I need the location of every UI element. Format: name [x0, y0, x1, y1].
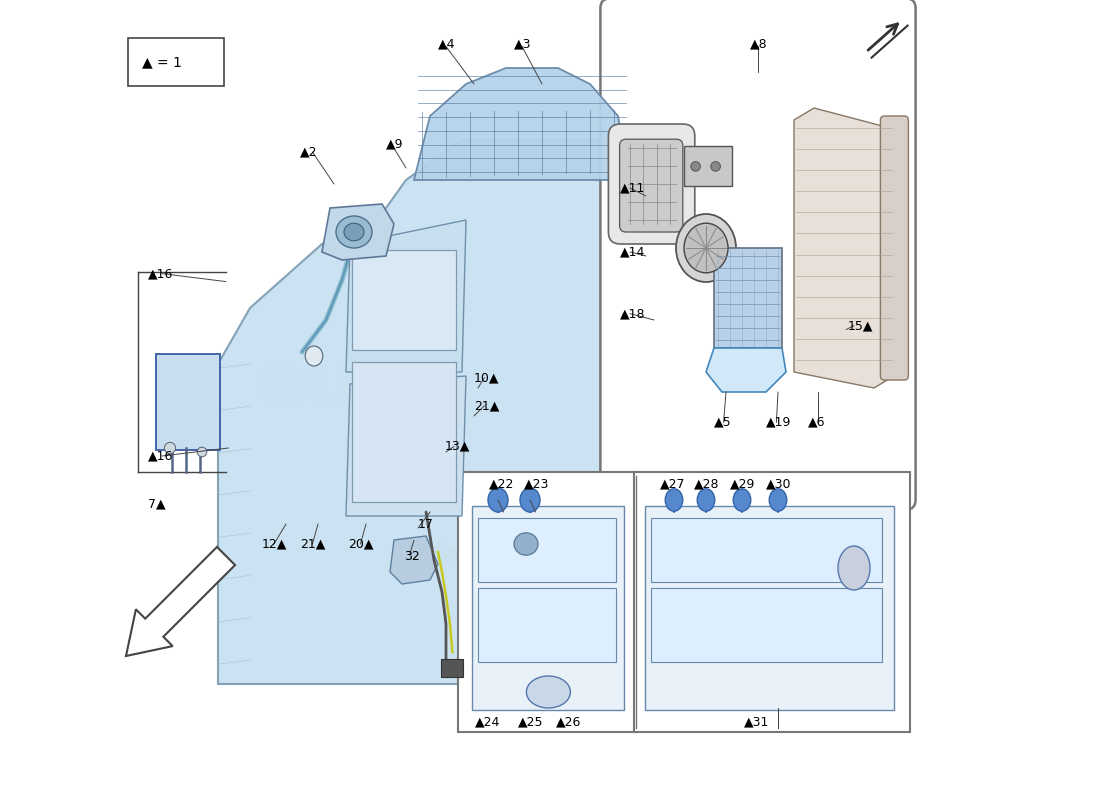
Text: ▲ = 1: ▲ = 1 — [142, 55, 182, 70]
Text: ▲9: ▲9 — [386, 138, 404, 150]
Ellipse shape — [344, 223, 364, 241]
FancyBboxPatch shape — [478, 588, 616, 662]
FancyArrow shape — [126, 547, 235, 656]
Polygon shape — [602, 316, 638, 684]
Polygon shape — [390, 536, 438, 584]
Text: 10▲: 10▲ — [474, 371, 499, 384]
FancyBboxPatch shape — [472, 506, 625, 710]
Text: ▲22: ▲22 — [490, 478, 515, 490]
FancyBboxPatch shape — [684, 146, 732, 186]
Circle shape — [711, 162, 720, 171]
FancyBboxPatch shape — [155, 354, 220, 450]
Text: 12▲: 12▲ — [262, 538, 287, 550]
Text: ▲14: ▲14 — [620, 246, 646, 258]
Text: ▲26: ▲26 — [557, 715, 582, 728]
Ellipse shape — [734, 489, 751, 511]
Text: euro: euro — [257, 350, 443, 418]
Text: ▲4: ▲4 — [438, 38, 455, 50]
FancyBboxPatch shape — [651, 588, 882, 662]
FancyBboxPatch shape — [619, 139, 683, 232]
FancyBboxPatch shape — [601, 0, 915, 510]
Polygon shape — [714, 248, 782, 348]
Text: 21▲: 21▲ — [300, 538, 326, 550]
Text: ▲29: ▲29 — [730, 478, 756, 490]
Ellipse shape — [527, 676, 571, 708]
Text: ▲19: ▲19 — [766, 416, 791, 429]
Text: ▲6: ▲6 — [808, 416, 826, 429]
Text: 15▲: 15▲ — [848, 319, 873, 332]
Text: 17: 17 — [418, 518, 433, 530]
FancyBboxPatch shape — [634, 472, 910, 732]
Polygon shape — [322, 204, 394, 260]
Ellipse shape — [520, 488, 540, 512]
Circle shape — [691, 162, 701, 171]
Polygon shape — [498, 520, 554, 568]
FancyBboxPatch shape — [441, 659, 463, 677]
Text: ▲3: ▲3 — [514, 38, 531, 50]
Ellipse shape — [336, 216, 372, 248]
Text: ▲23: ▲23 — [525, 478, 550, 490]
FancyBboxPatch shape — [651, 518, 882, 582]
Text: ▲27: ▲27 — [660, 478, 686, 490]
FancyBboxPatch shape — [478, 518, 616, 582]
Text: 7▲: 7▲ — [148, 498, 166, 510]
Text: a passion for parts since: a passion for parts since — [428, 538, 624, 630]
Ellipse shape — [838, 546, 870, 590]
Ellipse shape — [769, 489, 786, 511]
Text: ▲31: ▲31 — [745, 715, 770, 728]
Text: 21▲: 21▲ — [474, 399, 499, 412]
Text: ▲8: ▲8 — [750, 38, 768, 50]
Ellipse shape — [666, 489, 683, 511]
Text: ▲5: ▲5 — [714, 416, 732, 429]
Ellipse shape — [514, 533, 538, 555]
FancyBboxPatch shape — [352, 362, 455, 502]
Text: 13▲: 13▲ — [444, 440, 470, 453]
FancyBboxPatch shape — [352, 250, 455, 350]
Polygon shape — [794, 108, 894, 388]
Ellipse shape — [305, 346, 322, 366]
Ellipse shape — [488, 488, 508, 512]
Text: ▲16: ▲16 — [148, 450, 174, 462]
Polygon shape — [706, 348, 786, 392]
FancyBboxPatch shape — [458, 472, 638, 732]
Text: ▲2: ▲2 — [299, 146, 317, 158]
Circle shape — [197, 447, 207, 457]
Text: ▲30: ▲30 — [766, 478, 792, 490]
Text: ▲18: ▲18 — [620, 307, 646, 320]
Polygon shape — [414, 68, 626, 180]
Text: 20▲: 20▲ — [349, 538, 374, 550]
Ellipse shape — [676, 214, 736, 282]
Text: ▲11: ▲11 — [620, 182, 646, 194]
Polygon shape — [218, 140, 638, 684]
Ellipse shape — [684, 223, 728, 273]
FancyBboxPatch shape — [880, 116, 909, 380]
FancyBboxPatch shape — [608, 124, 695, 244]
Text: ▲25: ▲25 — [518, 715, 543, 728]
Circle shape — [164, 442, 176, 454]
Text: ▲28: ▲28 — [694, 478, 719, 490]
Text: ▲16: ▲16 — [148, 267, 174, 280]
Polygon shape — [346, 376, 466, 516]
Text: ▲24: ▲24 — [475, 715, 500, 728]
FancyBboxPatch shape — [646, 506, 894, 710]
FancyBboxPatch shape — [128, 38, 224, 86]
Text: 32: 32 — [405, 550, 420, 562]
Polygon shape — [346, 220, 466, 372]
Ellipse shape — [697, 489, 715, 511]
